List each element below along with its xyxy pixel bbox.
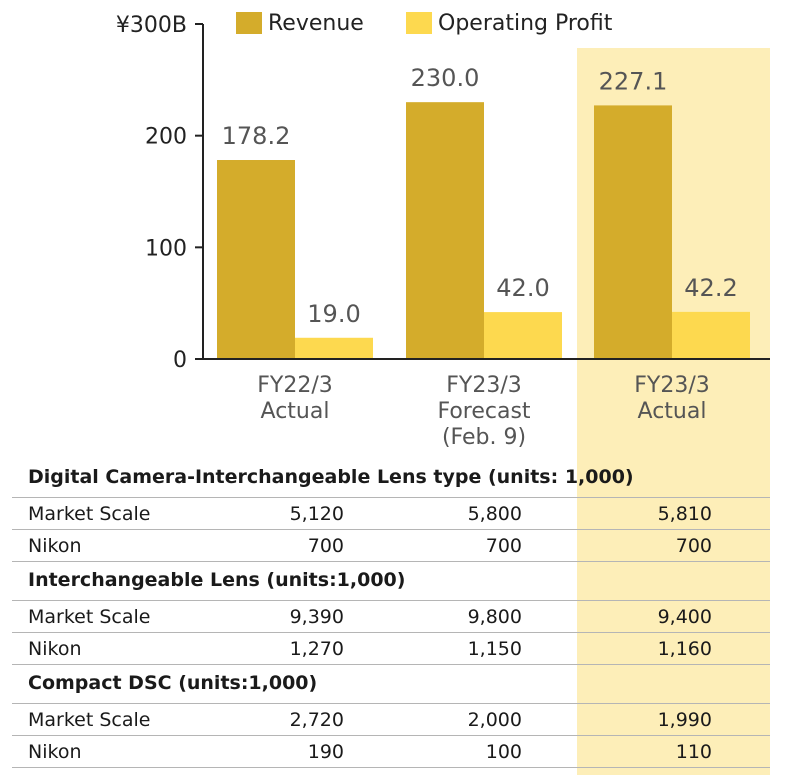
- row-label: Market Scale: [28, 709, 151, 731]
- data-label-operating-profit-2: 42.2: [684, 274, 737, 302]
- cell-fy22-actual: 2,720: [289, 709, 344, 731]
- table-row: Nikon 190 100 110: [12, 736, 770, 768]
- table-row: Nikon 1,270 1,150 1,160: [12, 633, 770, 665]
- cell-fy23-forecast: 700: [485, 535, 522, 557]
- section-title: Interchangeable Lens (units:1,000): [12, 562, 770, 601]
- table-section-lens: Interchangeable Lens (units:1,000) Marke…: [12, 562, 770, 665]
- data-label-operating-profit-1: 42.0: [496, 274, 549, 302]
- cell-fy23-actual: 1,990: [657, 709, 712, 731]
- x-category-label-1-line-1: Forecast: [437, 399, 530, 424]
- cell-fy23-actual: 110: [675, 741, 712, 763]
- cell-fy22-actual: 700: [307, 535, 344, 557]
- cell-fy23-actual: 700: [675, 535, 712, 557]
- data-label-revenue-1: 230.0: [411, 64, 480, 92]
- bar-operating-profit-0: [295, 337, 373, 359]
- cell-fy23-actual: 1,160: [657, 638, 712, 660]
- table-section-compact-dsc: Compact DSC (units:1,000) Market Scale 2…: [12, 665, 770, 768]
- legend-operating-profit-swatch: [406, 12, 432, 34]
- x-category-label-2-line-0: FY23/3: [634, 373, 710, 398]
- bar-operating-profit-2: [672, 311, 750, 359]
- cell-fy23-actual: 5,810: [657, 503, 712, 525]
- row-label: Nikon: [28, 638, 82, 660]
- section-title: Digital Camera-Interchangeable Lens type…: [12, 459, 770, 498]
- bar-revenue-2: [594, 105, 672, 359]
- cell-fy23-forecast: 5,800: [467, 503, 522, 525]
- table-row: Market Scale 5,120 5,800 5,810: [12, 498, 770, 530]
- x-category-label-2-line-1: Actual: [638, 399, 707, 424]
- bar-operating-profit-1: [484, 312, 562, 359]
- legend-revenue: Revenue: [236, 8, 364, 38]
- bar-chart: 178.2 230.0 227.1 19.0 42.0 42.2 0 100 200 ¥300B F…: [116, 13, 770, 450]
- cell-fy23-forecast: 2,000: [467, 709, 522, 731]
- bar-revenue-1: [406, 102, 484, 360]
- row-label: Nikon: [28, 741, 82, 763]
- row-label: Market Scale: [28, 503, 151, 525]
- y-tick-label-3: ¥300B: [116, 13, 187, 38]
- cell-fy22-actual: 190: [307, 741, 344, 763]
- table-row: Market Scale 9,390 9,800 9,400: [12, 601, 770, 633]
- cell-fy23-forecast: 1,150: [467, 638, 522, 660]
- cell-fy23-forecast: 9,800: [467, 606, 522, 628]
- x-category-label-0-line-1: Actual: [261, 399, 330, 424]
- data-label-revenue-2: 227.1: [599, 67, 668, 95]
- data-label-operating-profit-0: 19.0: [307, 300, 360, 328]
- section-title: Compact DSC (units:1,000): [12, 665, 770, 704]
- legend-revenue-label: Revenue: [268, 10, 364, 36]
- x-category-label-1-line-0: FY23/3: [446, 373, 522, 398]
- row-label: Market Scale: [28, 606, 151, 628]
- legend-operating-profit: Operating Profit: [406, 8, 612, 38]
- y-tick-label-1: 100: [145, 236, 187, 261]
- cell-fy23-forecast: 100: [485, 741, 522, 763]
- y-tick-label-2: 200: [145, 125, 187, 150]
- table-row: Market Scale 2,720 2,000 1,990: [12, 704, 770, 736]
- cell-fy23-actual: 9,400: [657, 606, 712, 628]
- cell-fy22-actual: 1,270: [289, 638, 344, 660]
- table-section-ilc: Digital Camera-Interchangeable Lens type…: [12, 459, 770, 562]
- row-label: Nikon: [28, 535, 82, 557]
- x-category-label-1-line-2: (Feb. 9): [442, 425, 526, 450]
- y-tick-label-0: 0: [173, 348, 187, 373]
- table-row: Nikon 700 700 700: [12, 530, 770, 562]
- legend-revenue-swatch: [236, 12, 262, 34]
- bar-revenue-0: [217, 160, 295, 359]
- data-label-revenue-0: 178.2: [222, 122, 291, 150]
- legend-operating-profit-label: Operating Profit: [438, 10, 613, 36]
- cell-fy22-actual: 5,120: [289, 503, 344, 525]
- x-category-label-0-line-0: FY22/3: [257, 373, 333, 398]
- cell-fy22-actual: 9,390: [289, 606, 344, 628]
- market-table: Digital Camera-Interchangeable Lens type…: [12, 459, 770, 768]
